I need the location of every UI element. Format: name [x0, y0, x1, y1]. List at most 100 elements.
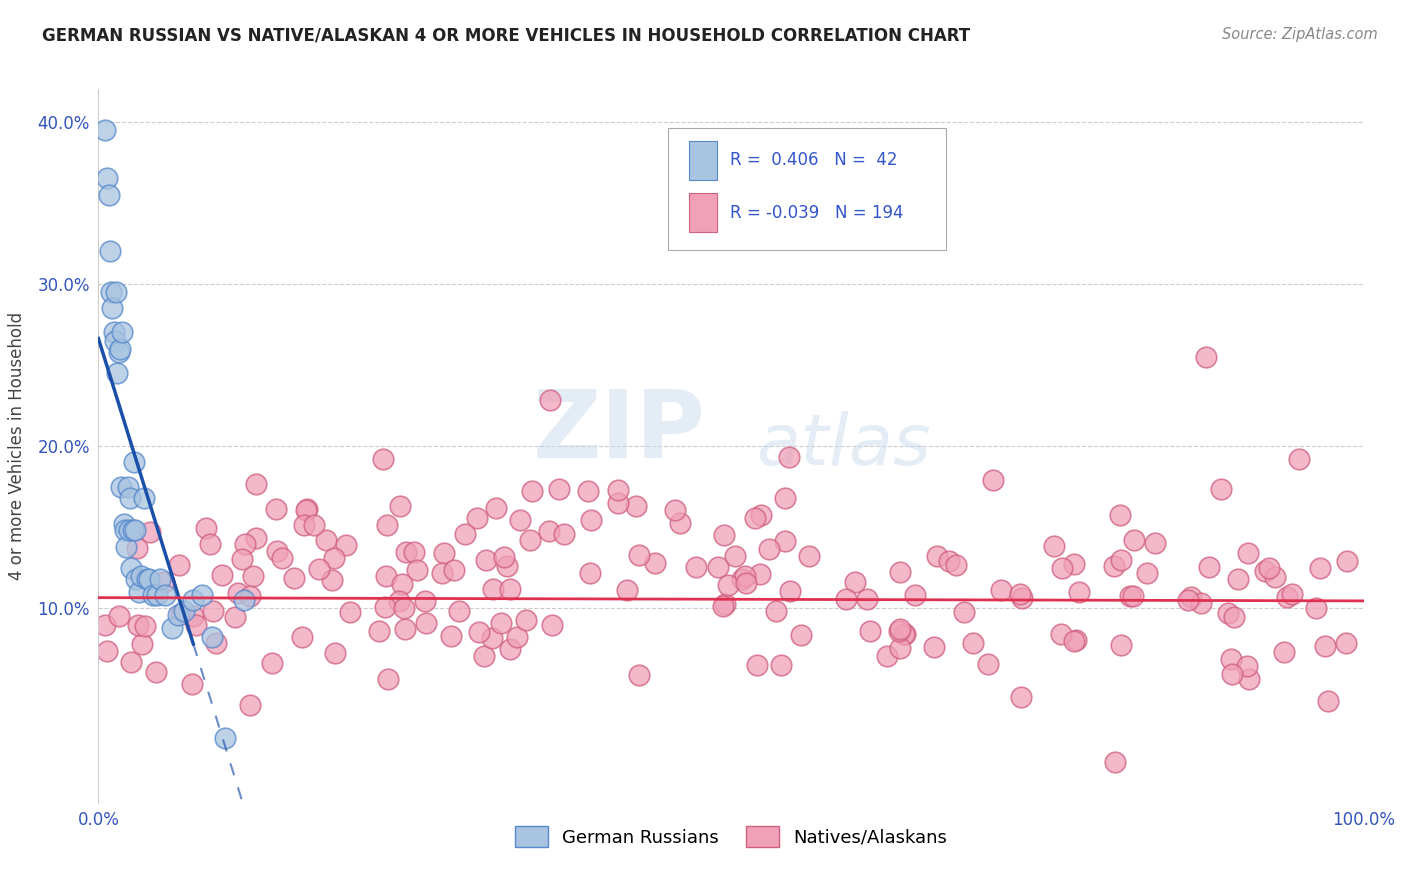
Point: [135, 572, 157, 586]
Point: [233, 593, 256, 607]
Point: [211, 568, 233, 582]
Point: [339, 606, 361, 620]
Point: [1236, 658, 1258, 673]
Point: [201, 604, 224, 618]
Point: [1288, 451, 1310, 466]
Point: [128, 585, 150, 599]
Point: [468, 625, 491, 640]
Point: [717, 578, 740, 592]
Point: [1063, 558, 1085, 572]
Point: [433, 545, 456, 559]
Point: [291, 630, 314, 644]
Point: [1277, 590, 1299, 604]
Point: [315, 533, 337, 547]
Point: [96, 644, 118, 658]
Point: [1309, 560, 1331, 574]
Point: [377, 672, 399, 686]
Point: [120, 491, 141, 505]
Point: [103, 326, 125, 340]
Point: [402, 545, 425, 559]
Point: [173, 604, 195, 618]
Point: [181, 609, 204, 624]
Text: R =  0.406   N =  42: R = 0.406 N = 42: [730, 152, 897, 169]
Point: [118, 524, 141, 538]
Point: [1220, 667, 1243, 681]
Point: [120, 560, 142, 574]
Point: [266, 543, 288, 558]
Point: [859, 624, 882, 638]
Point: [170, 607, 193, 621]
Text: Source: ZipAtlas.com: Source: ZipAtlas.com: [1222, 27, 1378, 42]
Point: [778, 450, 800, 464]
Point: [214, 731, 236, 745]
Point: [375, 569, 398, 583]
Point: [200, 537, 222, 551]
Point: [191, 588, 214, 602]
Point: [181, 677, 204, 691]
Point: [111, 326, 134, 340]
Point: [1064, 633, 1087, 648]
Point: [226, 586, 249, 600]
Point: [145, 665, 167, 679]
Point: [1216, 606, 1239, 620]
Text: R = -0.039   N = 194: R = -0.039 N = 194: [730, 204, 903, 222]
Point: [744, 510, 766, 524]
Point: [125, 541, 148, 555]
Point: [132, 491, 155, 505]
Point: [1305, 601, 1327, 615]
Point: [1336, 554, 1358, 568]
Point: [245, 477, 267, 491]
Point: [889, 641, 911, 656]
Point: [371, 452, 394, 467]
Point: [889, 565, 911, 579]
Point: [494, 550, 516, 565]
Point: [922, 640, 945, 654]
Point: [139, 525, 162, 540]
Point: [707, 560, 730, 574]
Point: [1189, 596, 1212, 610]
Point: [1315, 639, 1337, 653]
Point: [1180, 590, 1202, 604]
Point: [96, 171, 118, 186]
Point: [1121, 589, 1143, 603]
Point: [537, 524, 560, 538]
Point: [1195, 350, 1218, 364]
Point: [1119, 589, 1142, 603]
Point: [1109, 508, 1132, 523]
Point: [779, 584, 801, 599]
FancyBboxPatch shape: [689, 141, 717, 180]
Point: [107, 345, 129, 359]
Point: [553, 526, 575, 541]
Point: [714, 597, 737, 611]
Point: [201, 631, 224, 645]
Point: [628, 548, 651, 562]
Point: [489, 615, 512, 630]
Point: [731, 572, 754, 586]
Point: [270, 550, 292, 565]
Point: [515, 613, 537, 627]
Point: [454, 527, 477, 541]
Point: [112, 516, 135, 531]
Point: [107, 366, 129, 380]
Point: [773, 534, 796, 549]
Point: [499, 582, 522, 596]
Point: [231, 552, 253, 566]
Point: [394, 622, 416, 636]
Point: [894, 627, 917, 641]
Point: [945, 558, 967, 572]
Point: [105, 285, 128, 299]
Legend: German Russians, Natives/Alaskans: German Russians, Natives/Alaskans: [508, 819, 955, 855]
Point: [1011, 591, 1033, 605]
Point: [790, 628, 813, 642]
Point: [283, 571, 305, 585]
Point: [101, 301, 124, 315]
Point: [925, 549, 948, 563]
Point: [374, 599, 396, 614]
Point: [482, 582, 505, 596]
Point: [1317, 694, 1340, 708]
Point: [308, 562, 330, 576]
Point: [713, 528, 735, 542]
Point: [938, 554, 960, 568]
Point: [579, 566, 602, 581]
Point: [430, 566, 453, 581]
